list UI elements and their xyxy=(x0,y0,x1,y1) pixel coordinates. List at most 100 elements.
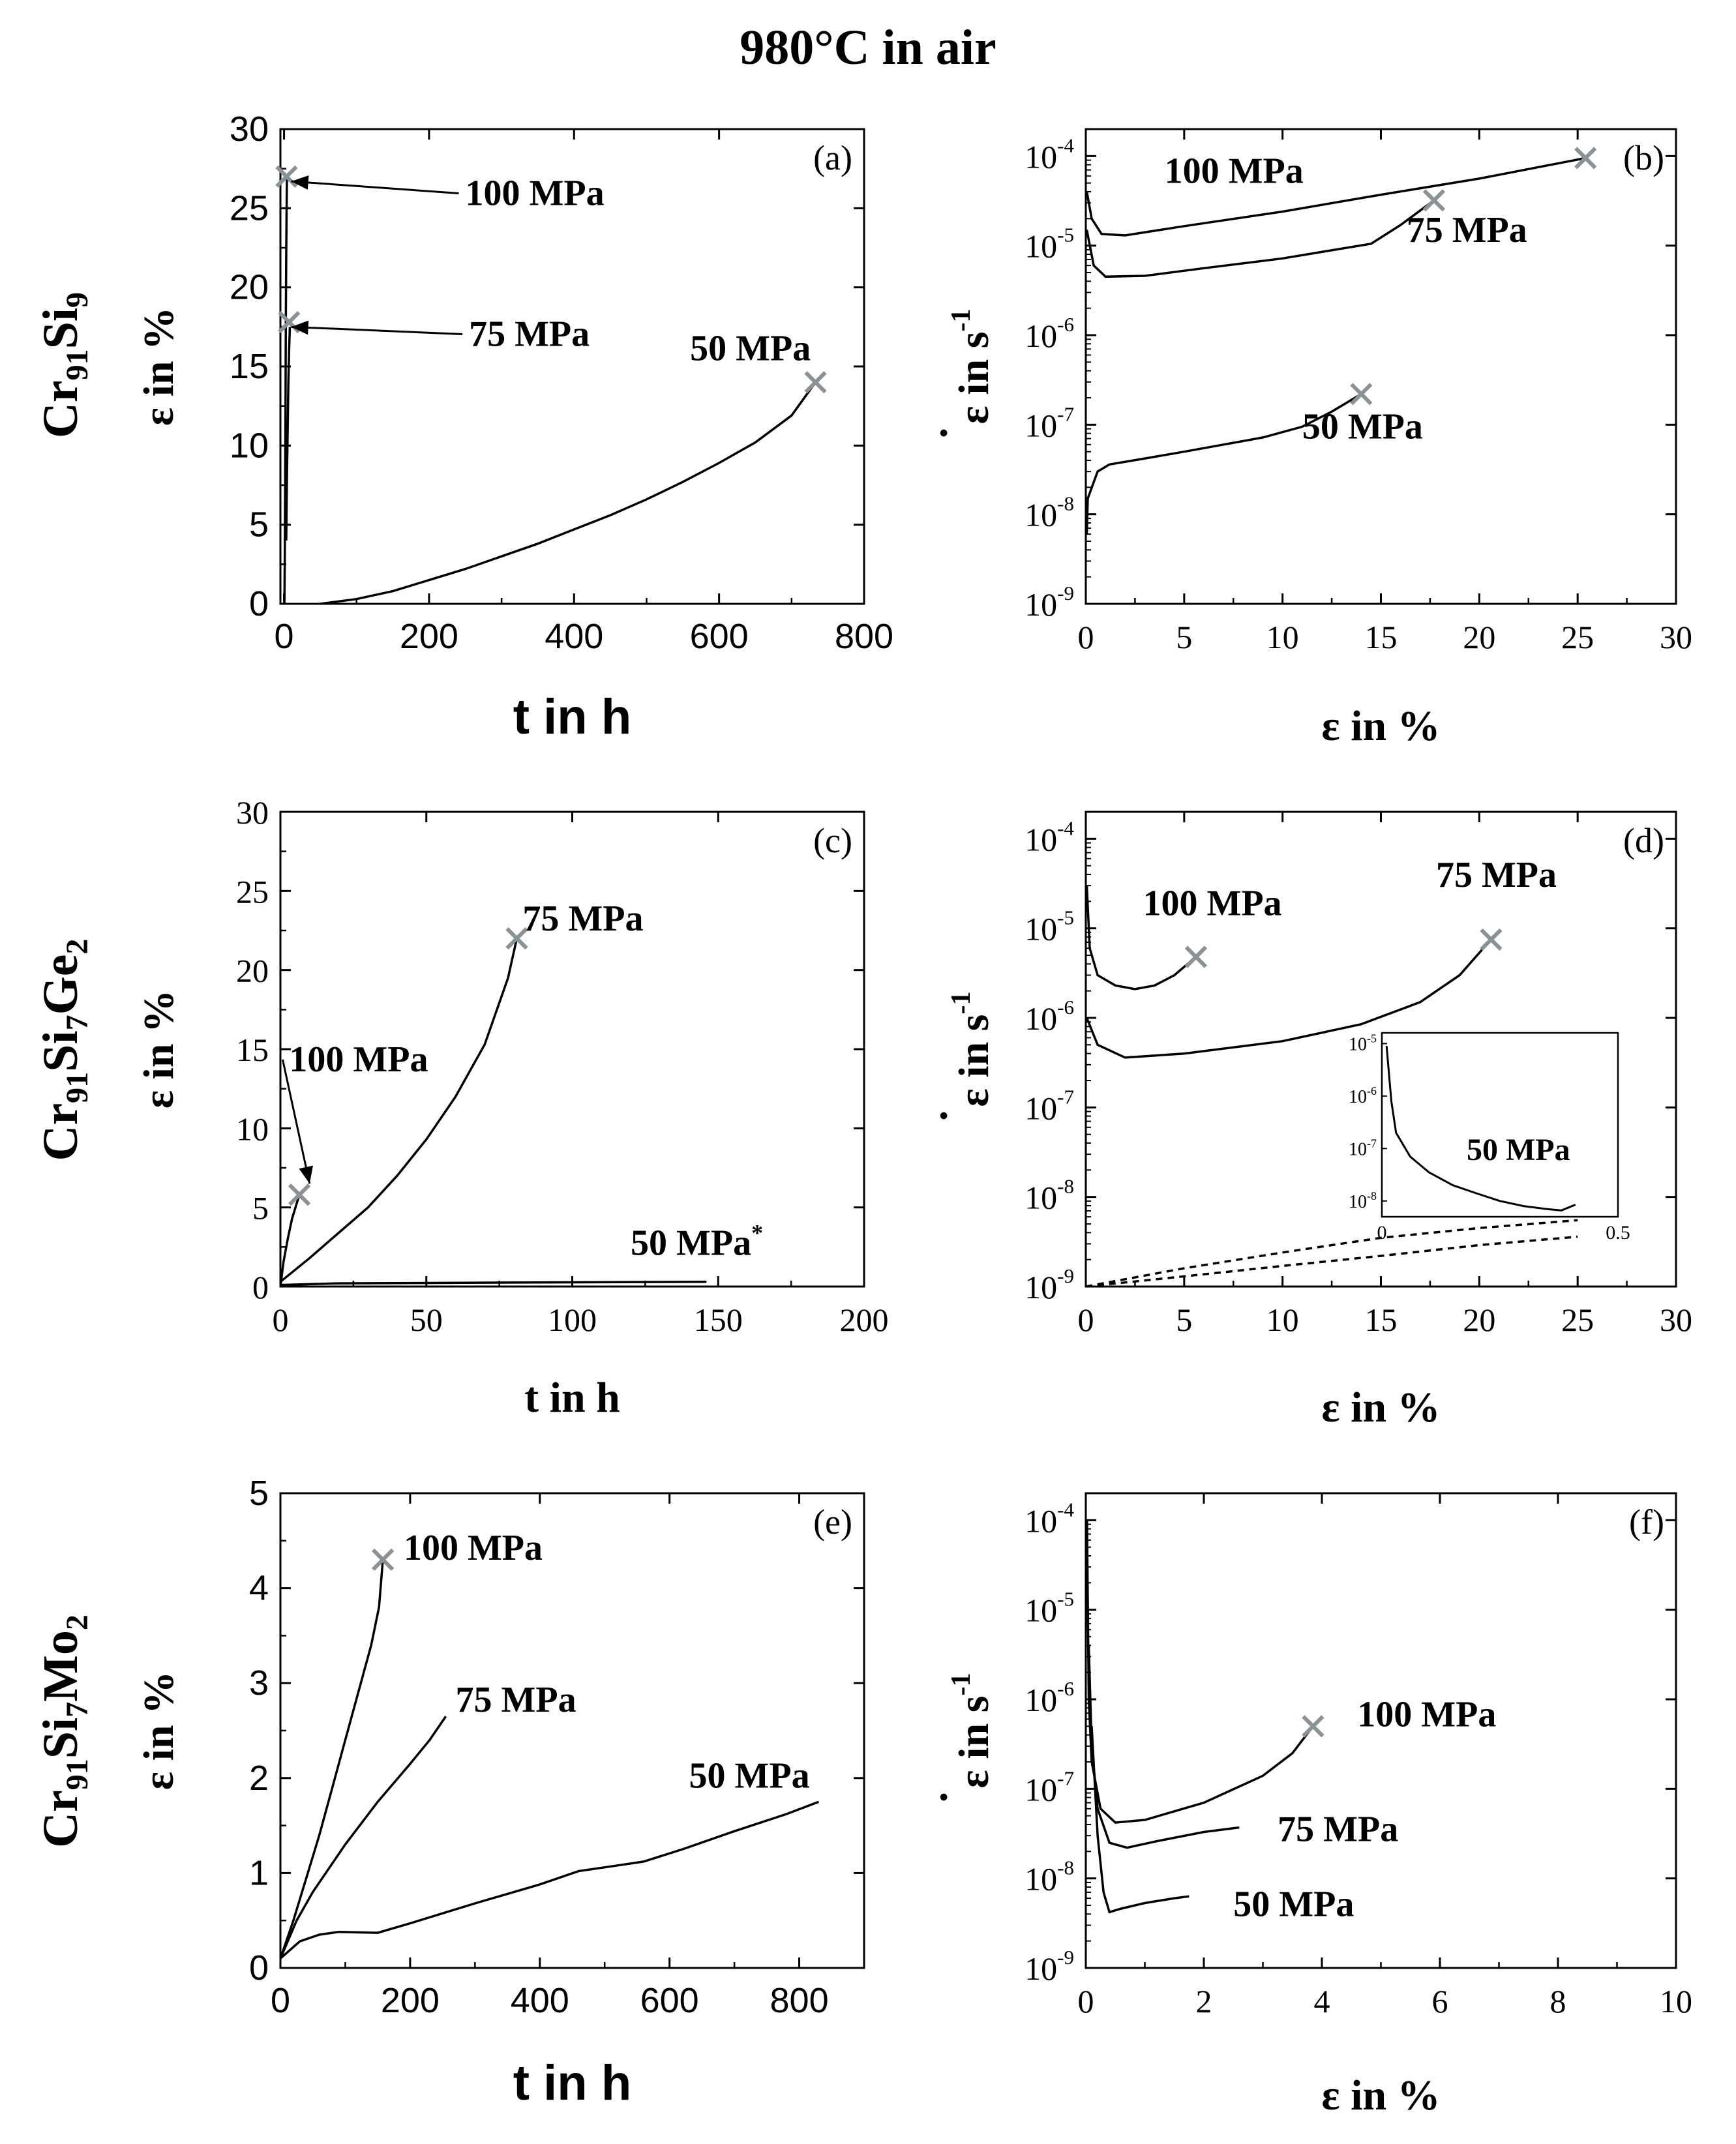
series-line-75-mpa xyxy=(280,1716,447,1959)
inset-x-tick-label: 0.5 xyxy=(1606,1222,1630,1243)
y-tick-label: 10-7 xyxy=(1025,1085,1074,1126)
panel-label: (e) xyxy=(813,1502,852,1541)
y-tick-label: 10-9 xyxy=(1025,1946,1074,1987)
failure-marker xyxy=(288,1184,311,1206)
x-tick-label: 25 xyxy=(1561,1302,1594,1338)
x-tick-label: 150 xyxy=(694,1302,743,1338)
x-tick-label: 6 xyxy=(1432,1983,1448,2019)
x-tick-label: 15 xyxy=(1365,1302,1398,1338)
rate-dot: · xyxy=(920,1790,968,1804)
annotation-label: 75 MPa xyxy=(1436,855,1557,895)
y-tick-label: 5 xyxy=(249,505,269,544)
y-tick-label: 2 xyxy=(249,1759,269,1798)
x-tick-label: 800 xyxy=(770,1981,829,2020)
arrow-head xyxy=(291,320,309,335)
series-line-100-mpa xyxy=(1086,1520,1314,1824)
failure-marker xyxy=(1480,928,1503,951)
inset-frame xyxy=(1381,1032,1619,1218)
failure-marker xyxy=(275,165,298,188)
panel-label: (c) xyxy=(813,821,852,860)
y-tick-label: 10-7 xyxy=(1025,402,1074,443)
x-tick-label: 30 xyxy=(1660,619,1692,655)
rate-dot: · xyxy=(920,1109,968,1123)
y-axis-label: ε in s-1 xyxy=(946,1673,998,1789)
x-tick-label: 2 xyxy=(1196,1983,1212,2019)
x-tick-label: 10 xyxy=(1266,1302,1299,1338)
x-tick-label: 0 xyxy=(271,1981,290,2020)
y-tick-label: 20 xyxy=(230,268,269,307)
x-tick-label: 600 xyxy=(640,1981,699,2020)
figure-title: 980°C in air xyxy=(740,20,996,75)
y-tick-label: 0 xyxy=(252,1269,269,1305)
annotation-label: 100 MPa xyxy=(1165,151,1304,192)
annotation-label: 100 MPa xyxy=(404,1528,543,1568)
series-line-50-mpa-dashed-2- xyxy=(1086,1235,1578,1287)
y-tick-label: 30 xyxy=(230,110,269,149)
y-tick-label: 10-9 xyxy=(1025,1264,1074,1305)
y-tick-label: 10-5 xyxy=(1025,224,1074,265)
annotation-label: 75 MPa xyxy=(1407,210,1527,250)
x-tick-label: 30 xyxy=(1660,1302,1692,1338)
failure-marker xyxy=(1350,383,1373,406)
row-label-3: Cr91Si7Mo2 xyxy=(33,1615,95,1848)
x-tick-label: 400 xyxy=(511,1981,569,2020)
y-tick-label: 25 xyxy=(236,873,269,910)
inset-x-tick-label: 0 xyxy=(1377,1222,1387,1243)
y-tick-label: 0 xyxy=(249,584,269,623)
plot-frame xyxy=(279,1492,865,1969)
series-line-50-mpa xyxy=(280,1800,820,1959)
y-tick-label: 30 xyxy=(236,794,269,831)
failure-marker xyxy=(1574,147,1597,170)
y-tick-label: 5 xyxy=(249,1474,269,1513)
x-tick-label: 20 xyxy=(1463,1302,1495,1338)
annotation-label: 50 MPa xyxy=(690,328,811,368)
series-line-100-mpa xyxy=(280,1559,384,1959)
y-tick-label: 3 xyxy=(249,1663,269,1703)
annotation-label: 100 MPa xyxy=(289,1039,428,1080)
y-axis-label: ε in s-1 xyxy=(946,992,998,1107)
y-axis-label: ε in % xyxy=(135,1671,183,1790)
y-tick-label: 10-4 xyxy=(1025,1498,1074,1539)
inset-y-tick-label: 10-8 xyxy=(1349,1189,1377,1212)
y-tick-label: 10-8 xyxy=(1025,492,1074,533)
x-tick-label: 200 xyxy=(400,617,458,656)
x-tick-label: 0 xyxy=(1078,1302,1094,1338)
x-axis-label: t in h xyxy=(524,1374,620,1422)
failure-marker xyxy=(1422,189,1446,212)
annotation-label: 75 MPa xyxy=(522,899,643,939)
annotation-label: 50 MPa xyxy=(1302,407,1423,447)
annotation-label: 75 MPa xyxy=(469,314,590,354)
x-tick-label: 4 xyxy=(1314,1983,1330,2019)
y-tick-label: 10-5 xyxy=(1025,1588,1074,1629)
y-tick-label: 5 xyxy=(252,1190,269,1227)
x-tick-label: 200 xyxy=(381,1981,440,2020)
series-line-50-mpa xyxy=(280,1280,707,1287)
y-axis-label: ε in s-1 xyxy=(946,309,998,424)
failure-marker xyxy=(505,927,528,950)
x-tick-label: 15 xyxy=(1365,619,1398,655)
x-tick-label: 5 xyxy=(1176,1302,1192,1338)
x-tick-label: 0 xyxy=(275,617,294,656)
x-tick-label: 200 xyxy=(840,1302,889,1338)
row-label-2: Cr91Si7Ge2 xyxy=(33,939,95,1161)
y-tick-label: 20 xyxy=(236,953,269,989)
annotation-label: 75 MPa xyxy=(1278,1809,1398,1850)
y-tick-label: 10 xyxy=(236,1110,269,1147)
inset-annotation-label: 50 MPa xyxy=(1467,1133,1570,1167)
y-tick-label: 10-5 xyxy=(1025,906,1074,947)
series-line-75-mpa xyxy=(1086,199,1435,278)
plot-frame xyxy=(1085,128,1677,605)
x-tick-label: 0 xyxy=(1078,619,1094,655)
x-tick-label: 50 xyxy=(410,1302,443,1338)
y-tick-label: 10-4 xyxy=(1025,816,1074,857)
series-line-50-mpa xyxy=(320,381,816,604)
series-line-100-mpa xyxy=(1086,156,1586,237)
y-axis-label: ε in % xyxy=(135,307,183,426)
y-tick-label: 25 xyxy=(230,188,269,228)
panel-a: 0 200 400 600 800 0 5 10 15 20 25 30 t in h ε in % (a)… xyxy=(135,110,893,745)
series-line-50-mpa-dashed-1- xyxy=(1086,1219,1578,1287)
panel-label: (d) xyxy=(1623,821,1664,860)
arrow-head xyxy=(291,175,309,190)
series-line-75-mpa xyxy=(285,327,292,541)
